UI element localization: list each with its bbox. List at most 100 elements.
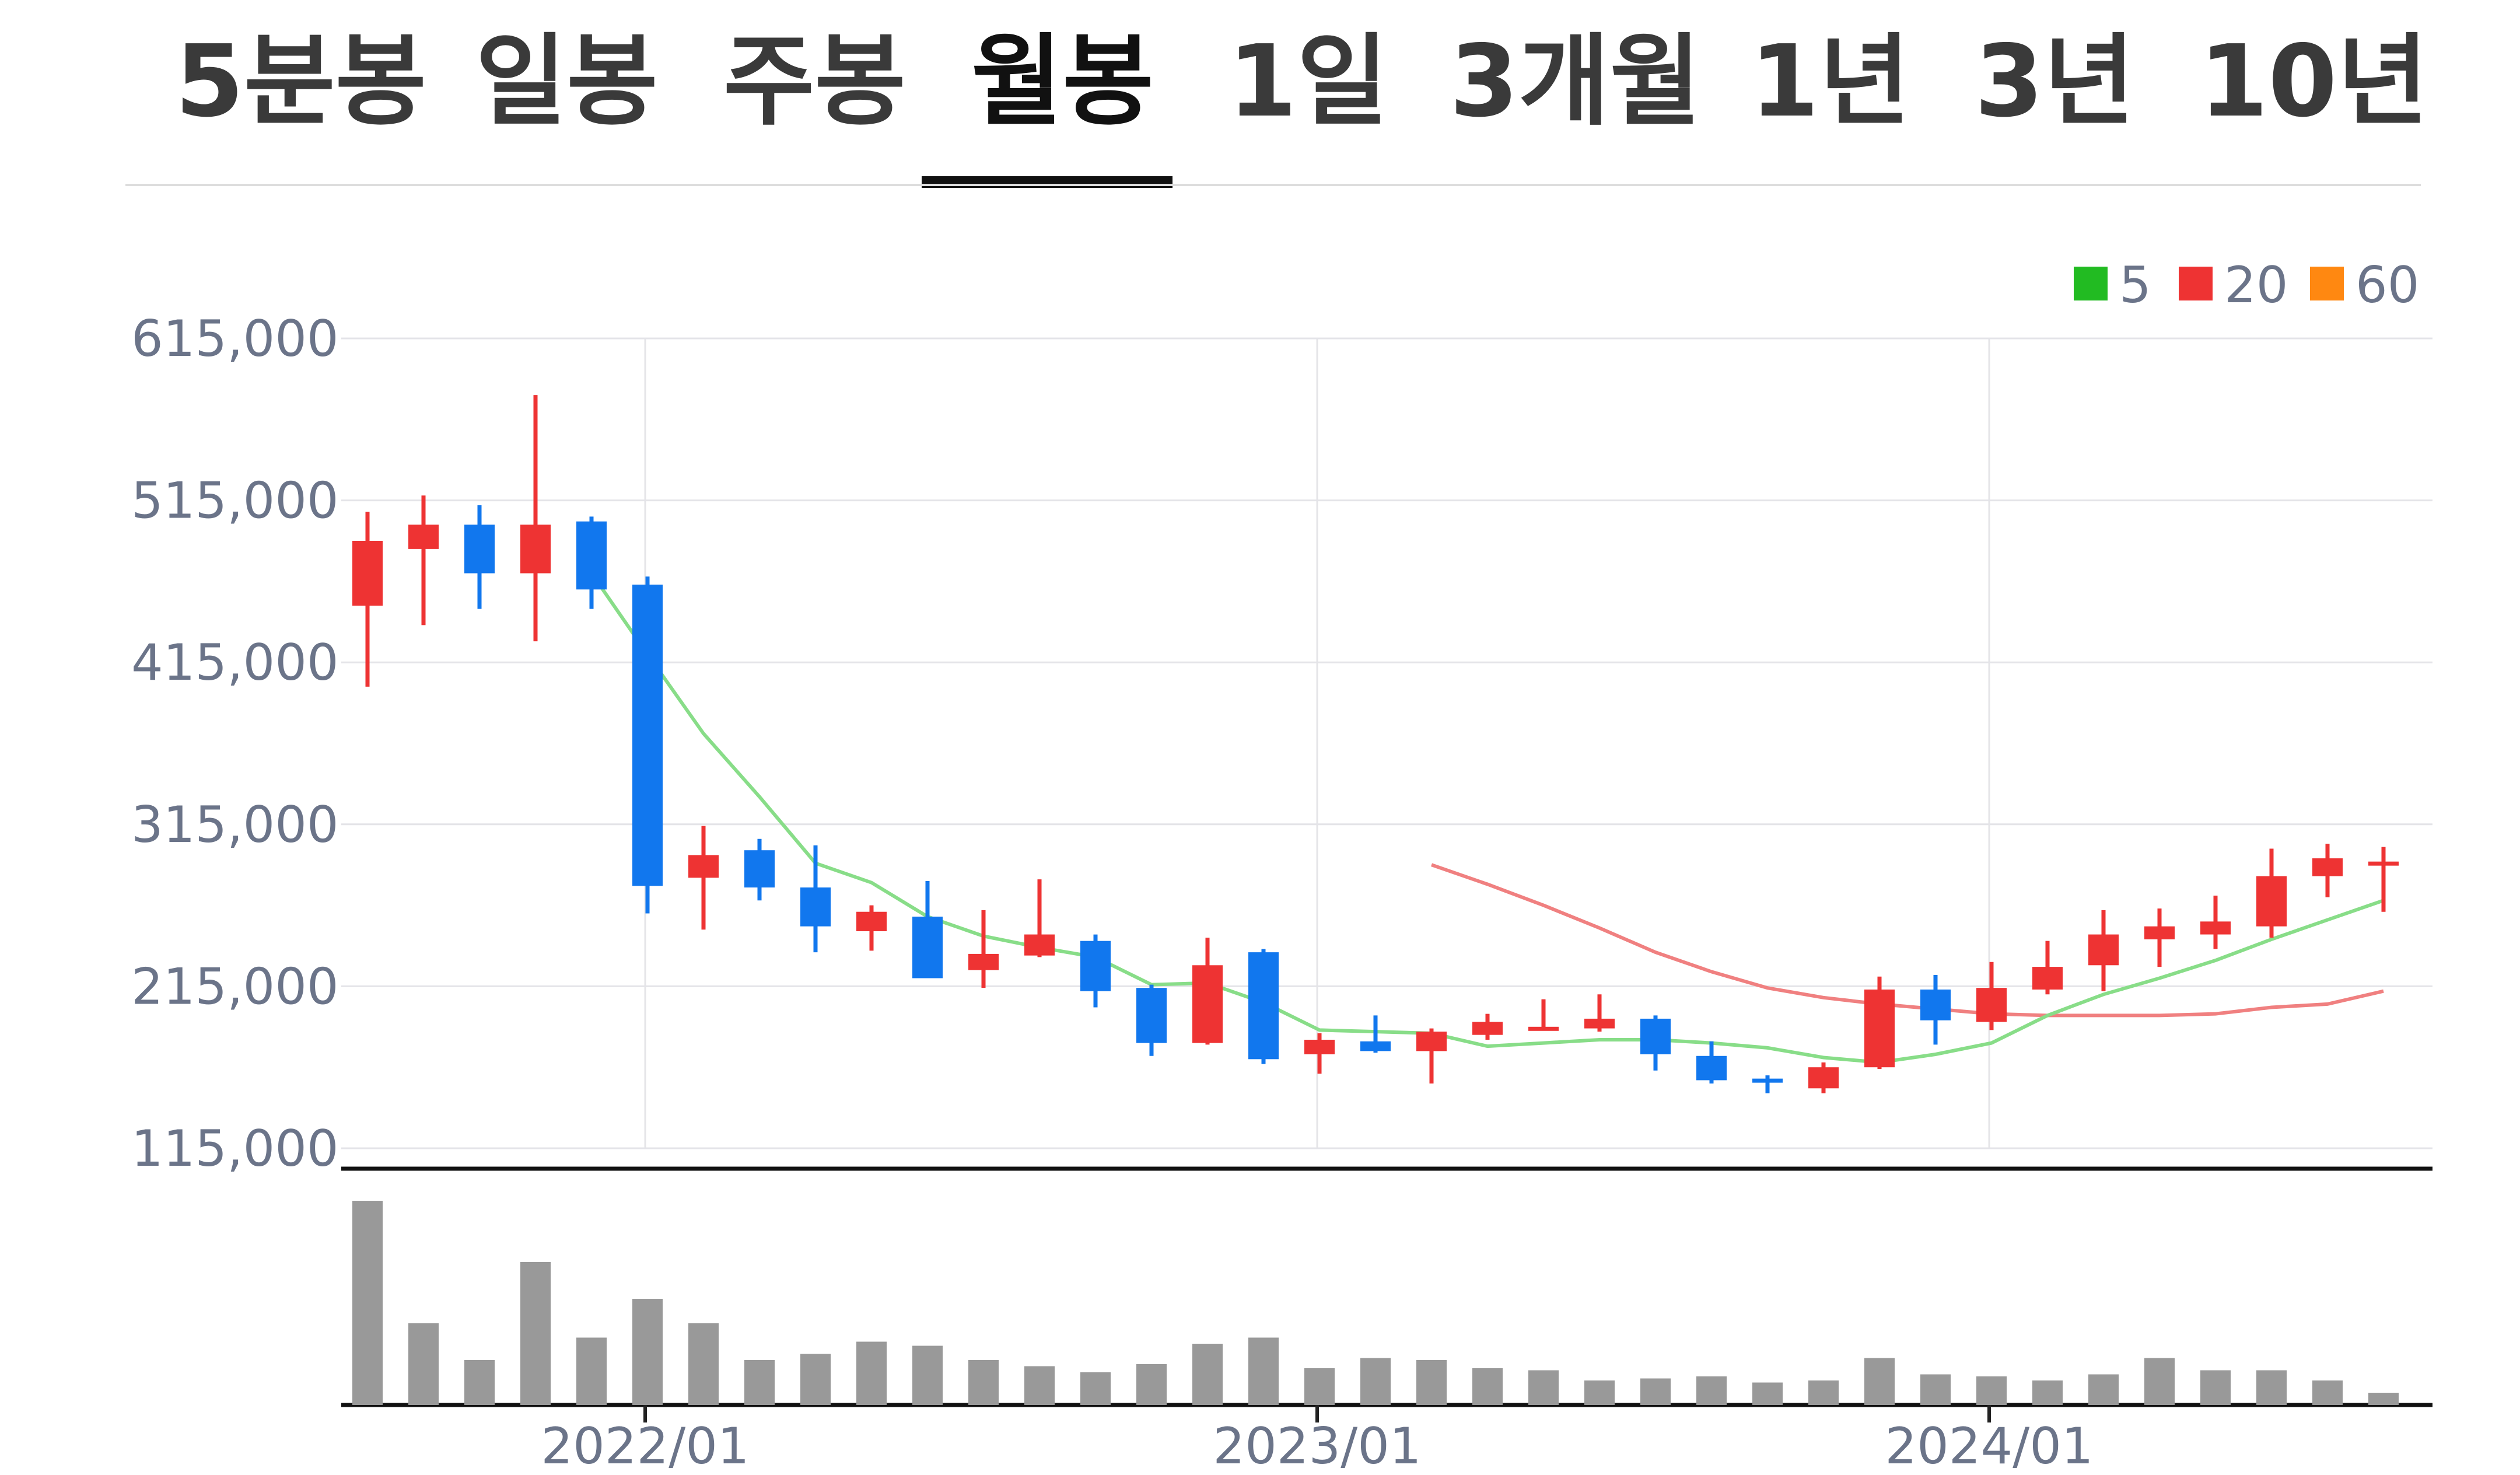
candle-body xyxy=(408,525,439,549)
candle-body xyxy=(352,541,383,606)
volume-bar xyxy=(688,1323,719,1405)
volume-bar xyxy=(352,1201,383,1405)
volume-bar xyxy=(2368,1393,2399,1405)
volume-layer xyxy=(352,1201,2399,1405)
candle-body xyxy=(1920,989,1951,1020)
y-tick-label: 115,000 xyxy=(131,1120,339,1178)
volume-bar xyxy=(1976,1376,2007,1405)
candle-body xyxy=(1696,1055,1727,1081)
candle-body xyxy=(800,887,831,927)
volume-bar xyxy=(1136,1364,1167,1405)
candle-body xyxy=(1136,988,1167,1043)
tab-5min[interactable]: 5분봉 xyxy=(175,24,427,139)
candle-body xyxy=(2256,876,2287,927)
volume-bar xyxy=(1864,1358,1895,1405)
volume-bar xyxy=(912,1345,943,1405)
y-tick-label: 515,000 xyxy=(131,472,339,530)
ma5-line xyxy=(590,572,2384,1064)
tab-weekly[interactable]: 주봉 xyxy=(723,24,906,139)
candle-body xyxy=(1528,1026,1559,1031)
candle-body xyxy=(912,917,943,978)
legend-label-5: 5 xyxy=(2119,256,2151,314)
tab-3month[interactable]: 3개월 xyxy=(1450,24,1702,139)
x-tick-label: 2024/01 xyxy=(1885,1417,2093,1475)
candle-body xyxy=(2368,861,2399,866)
tab-1day[interactable]: 1일 xyxy=(1228,24,1388,139)
candle-body xyxy=(464,525,495,574)
volume-bar xyxy=(1248,1337,1279,1405)
volume-bar xyxy=(1080,1372,1111,1405)
volume-bar xyxy=(856,1341,887,1405)
x-tick-label: 2022/01 xyxy=(541,1417,749,1475)
candle-body xyxy=(2200,921,2231,935)
candle-body xyxy=(2032,967,2063,990)
volume-bar xyxy=(1528,1370,1559,1405)
volume-bar xyxy=(2312,1380,2343,1405)
stock-chart: 615,000 515,000 415,000 315,000 215,000 115,0… xyxy=(131,256,2432,1475)
legend-label-20: 20 xyxy=(2224,256,2288,314)
tabs-divider xyxy=(125,184,2421,186)
candle-body xyxy=(2312,858,2343,876)
volume-bar xyxy=(1640,1378,1671,1405)
candle-body xyxy=(1584,1018,1615,1029)
volume-bar xyxy=(2200,1370,2231,1405)
volume-bar xyxy=(576,1337,607,1405)
volume-bar xyxy=(1808,1380,1839,1405)
ma5-layer xyxy=(590,572,2384,1064)
candle-body xyxy=(576,521,607,590)
tab-3year[interactable]: 3년 xyxy=(1975,24,2135,139)
volume-bar xyxy=(1696,1376,1727,1405)
legend: 5 20 60 xyxy=(2074,256,2419,314)
candle-body xyxy=(1248,952,1279,1060)
volume-bar xyxy=(2144,1358,2175,1405)
volume-bar xyxy=(2032,1380,2063,1405)
x-tick-label: 2023/01 xyxy=(1213,1417,1421,1475)
active-tab-indicator xyxy=(922,176,1172,188)
ma20-line xyxy=(1431,863,2384,1018)
candle-body xyxy=(968,953,999,970)
candle-body xyxy=(1080,941,1111,991)
volume-bar xyxy=(1752,1382,1783,1405)
volume-bar xyxy=(632,1299,663,1405)
volume-bar xyxy=(1192,1344,1223,1405)
volume-bar xyxy=(2256,1370,2287,1405)
volume-bar xyxy=(1584,1380,1615,1405)
volume-bar xyxy=(1360,1358,1391,1405)
candle-body xyxy=(1864,989,1895,1068)
volume-bar xyxy=(1024,1366,1055,1405)
candle-body xyxy=(520,525,551,574)
volume-bar xyxy=(520,1262,551,1405)
volume-bar xyxy=(1920,1374,1951,1405)
tab-daily[interactable]: 일봉 xyxy=(475,24,658,139)
tab-1year[interactable]: 1년 xyxy=(1750,24,1910,139)
candle-body xyxy=(1192,965,1223,1043)
y-tick-label: 615,000 xyxy=(131,310,339,368)
candle-body xyxy=(2088,934,2119,966)
candle-body xyxy=(632,584,663,886)
candle-body xyxy=(1360,1041,1391,1051)
y-tick-label: 415,000 xyxy=(131,634,339,692)
volume-bar xyxy=(408,1323,439,1405)
candle-body xyxy=(1976,988,2007,1022)
tab-10year[interactable]: 10년 xyxy=(2199,24,2428,139)
candle-body xyxy=(744,850,775,888)
y-tick-label: 315,000 xyxy=(131,796,339,854)
x-axis: 2022/01 2023/01 2024/01 xyxy=(541,1405,2094,1475)
legend-label-60: 60 xyxy=(2356,256,2419,314)
candle-body xyxy=(2144,926,2175,939)
volume-bar xyxy=(744,1360,775,1405)
candle-body xyxy=(1024,934,1055,956)
candle-body xyxy=(1416,1032,1447,1051)
candle-body xyxy=(1752,1078,1783,1083)
volume-bar xyxy=(800,1354,831,1405)
y-tick-label: 215,000 xyxy=(131,957,339,1016)
candle-body xyxy=(1304,1040,1335,1054)
volume-bar xyxy=(1472,1368,1503,1405)
candle-body xyxy=(856,911,887,932)
legend-swatch-60 xyxy=(2310,267,2344,300)
volume-bar xyxy=(464,1360,495,1405)
tab-monthly[interactable]: 월봉 xyxy=(971,24,1154,139)
volume-bar xyxy=(968,1360,999,1405)
legend-swatch-20 xyxy=(2179,267,2213,300)
candle-body xyxy=(688,855,719,878)
